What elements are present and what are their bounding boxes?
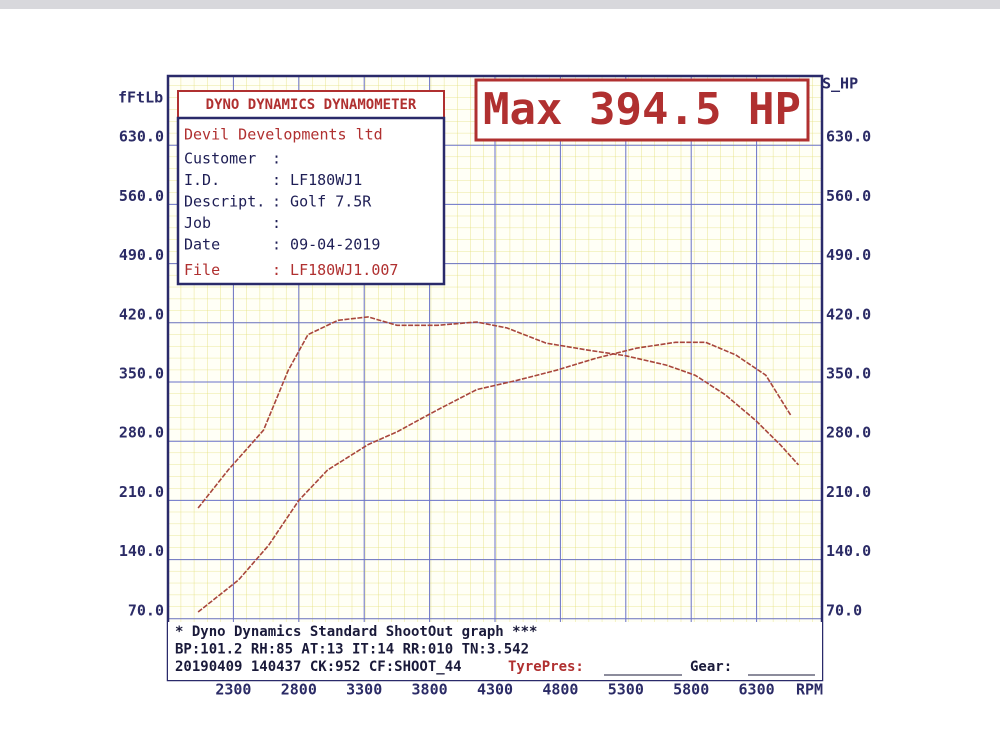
top-strip <box>0 0 1000 9</box>
info-value: : <box>272 150 281 168</box>
y-tick-label: 350.0 <box>119 365 164 383</box>
footer-bg <box>168 622 822 680</box>
x-tick-label: 3300 <box>346 681 382 699</box>
footer-line: BP:101.2 RH:85 AT:13 IT:14 RR:010 TN:3.5… <box>175 642 529 658</box>
y-tick-label: 210.0 <box>119 483 164 501</box>
y2-tick-label: 280.0 <box>826 424 871 442</box>
header: DYNO DYNAMICS DYNAMOMETER <box>206 97 417 113</box>
y2-tick-label: 560.0 <box>826 187 871 205</box>
curve <box>197 316 800 509</box>
info-label: File <box>184 261 220 279</box>
info-value: : <box>272 214 281 232</box>
info-label: Job <box>184 214 211 232</box>
x-tick-label: 3800 <box>412 681 448 699</box>
info-label: Customer <box>184 150 256 168</box>
x-tick-label: 5300 <box>608 681 644 699</box>
x-tick-label: 4300 <box>477 681 513 699</box>
x-tick-label: 2300 <box>215 681 251 699</box>
x-tick-label: 2800 <box>281 681 317 699</box>
footer-line: 20190409 140437 CK:952 CF:SHOOT_44 <box>175 659 462 675</box>
y-tick-label: 140.0 <box>119 542 164 560</box>
x-axis-label: RPM <box>796 681 823 699</box>
y2-tick-label: 210.0 <box>826 483 871 501</box>
info-label: I.D. <box>184 171 220 189</box>
y-tick-label: 420.0 <box>119 305 164 323</box>
y-tick-label: 280.0 <box>119 424 164 442</box>
x-tick-label: 5800 <box>673 681 709 699</box>
info-value: : LF180WJ1.007 <box>272 261 398 279</box>
y2-tick-label: 630.0 <box>826 128 871 146</box>
max-box <box>474 78 810 142</box>
x-tick-label: 6300 <box>739 681 775 699</box>
y2-tick-label: 420.0 <box>826 305 871 323</box>
x-tick-label: 4800 <box>542 681 578 699</box>
y2-tick-label: 490.0 <box>826 246 871 264</box>
company: Devil Developments ltd <box>184 126 383 144</box>
footer-field: TyrePres: <box>508 659 584 675</box>
footer-field: Gear: <box>690 659 732 675</box>
info-label: Descript. <box>184 193 265 211</box>
max-hp: Max 394.5 HP <box>483 84 801 135</box>
footer-line: * Dyno Dynamics Standard ShootOut graph … <box>175 624 537 640</box>
curve <box>197 341 792 613</box>
y-tick-label: 490.0 <box>119 246 164 264</box>
y-tick-label: 560.0 <box>119 187 164 205</box>
y-tick-label: 630.0 <box>119 128 164 146</box>
info-value: : Golf 7.5R <box>272 193 372 211</box>
y-tick-label: 70.0 <box>128 601 164 619</box>
y2-tick-label: 350.0 <box>826 365 871 383</box>
info-label: Date <box>184 236 220 254</box>
y-axis-label: fFtLb <box>118 89 163 107</box>
y2-tick-label: 70.0 <box>826 601 862 619</box>
y2-tick-label: 140.0 <box>826 542 871 560</box>
info-value: : LF180WJ1 <box>272 171 362 189</box>
y2-axis-label: S_HP <box>822 75 858 93</box>
info-value: : 09-04-2019 <box>272 236 380 254</box>
info-box <box>176 116 446 286</box>
